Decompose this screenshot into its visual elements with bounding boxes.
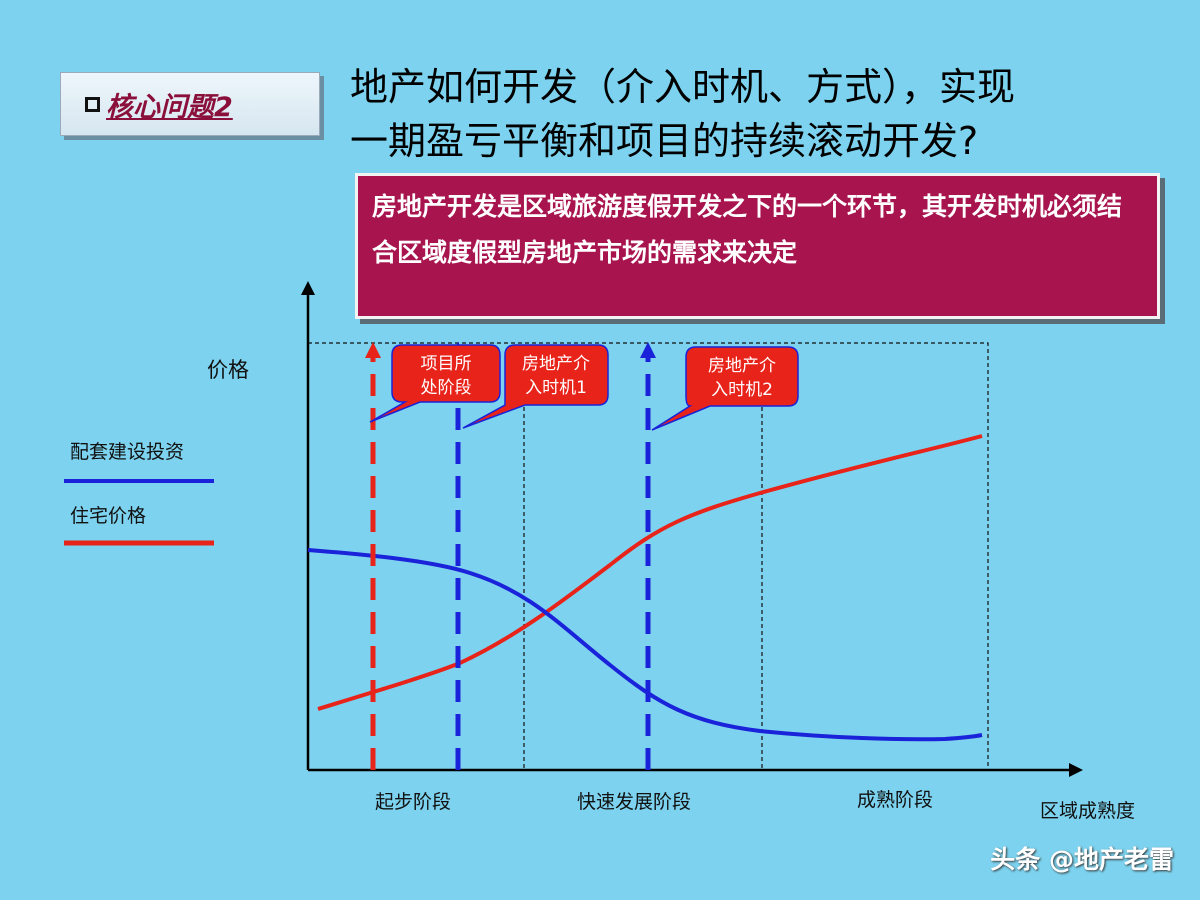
key-message-callout: 房地产开发是区域旅游度假开发之下的一个环节，其开发时机必须结合区域度假型房地产市… [355, 173, 1160, 319]
page-title: 地产如何开发（介入时机、方式），实现 一期盈亏平衡和项目的持续滚动开发? [350, 60, 1170, 168]
bubble-3-line-1: 房地产介 [708, 356, 776, 376]
y-axis-label: 价格 [207, 358, 249, 382]
watermark: 头条 @地产老雷 [990, 845, 1174, 874]
x-axis-label: 区域成熟度 [1040, 800, 1135, 822]
stage-label-rapid: 快速发展阶段 [577, 791, 691, 813]
bubble-2-line-2: 入时机1 [525, 378, 587, 398]
title-line-1: 地产如何开发（介入时机、方式），实现 [350, 65, 1016, 109]
bubble-entry-timing-1: 房地产介 入时机1 [462, 344, 609, 429]
title-line-2: 一期盈亏平衡和项目的持续滚动开发? [350, 119, 979, 163]
bubble-1-line-2: 处阶段 [421, 378, 472, 398]
core-question-badge: 核心问题2 [60, 72, 320, 136]
legend-label-price: 住宅价格 [70, 505, 146, 527]
stage-label-start: 起步阶段 [375, 791, 451, 813]
core-question-label: 核心问题2 [106, 91, 233, 123]
bubble-3-line-2: 入时机2 [711, 380, 773, 400]
bubble-1-line-1: 项目所 [421, 354, 472, 374]
checkbox-square-icon [85, 96, 100, 112]
legend: 配套建设投资 住宅价格 [64, 441, 214, 546]
bubble-2-line-1: 房地产介 [522, 354, 590, 374]
bubble-entry-timing-2: 房地产介 入时机2 [651, 346, 799, 431]
legend-label-investment: 配套建设投资 [70, 441, 184, 463]
housing-price-curve [317, 434, 983, 711]
infrastructure-investment-curve [307, 548, 983, 742]
stage-label-mature: 成熟阶段 [857, 789, 933, 811]
bubble-project-stage: 项目所 处阶段 [369, 344, 501, 423]
frame-top-dashed-line [308, 342, 989, 770]
